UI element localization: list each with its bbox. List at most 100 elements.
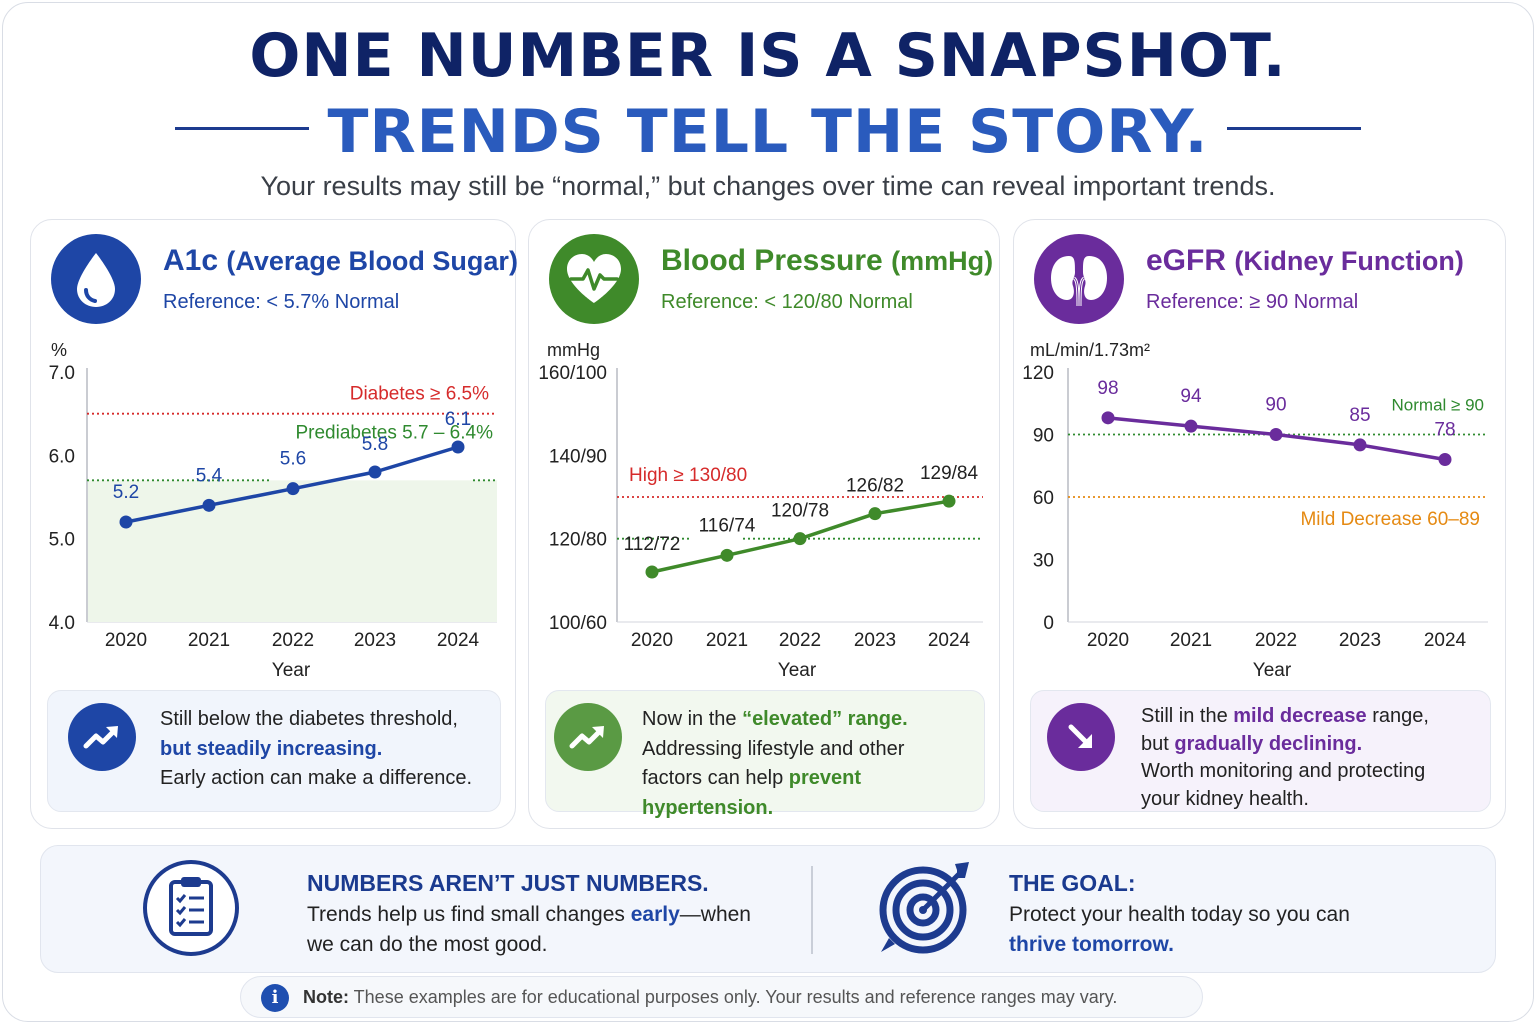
kidneys-icon — [1034, 234, 1124, 324]
data-label: 90 — [1265, 395, 1286, 416]
data-label: 120/78 — [771, 501, 829, 522]
egfr-note-text: Still in the mild decrease range, but gr… — [1141, 705, 1429, 810]
data-label: 6.1 — [445, 409, 471, 430]
y-tick-label: 100/60 — [549, 613, 607, 634]
x-axis-label: Year — [272, 660, 311, 681]
data-label: 5.8 — [362, 434, 388, 455]
y-tick-label: 120/80 — [549, 530, 607, 551]
x-tick-label: 2020 — [631, 630, 673, 651]
footer-note: i Note: These examples are for education… — [240, 976, 1203, 1018]
bp-note: Now in the “elevated” range. Addressing … — [545, 690, 985, 819]
x-axis-label: Year — [778, 660, 817, 681]
x-tick-label: 2023 — [354, 630, 396, 651]
y-tick-label: 0 — [1043, 613, 1054, 634]
headline-line2: TRENDS TELL THE STORY. — [327, 97, 1209, 167]
data-label: 98 — [1097, 378, 1118, 399]
y-axis-label: mL/min/1.73m² — [1030, 340, 1150, 360]
threshold-label: Mild Decrease 60–89 — [1300, 509, 1480, 530]
y-tick-label: 160/100 — [538, 363, 607, 384]
x-tick-label: 2021 — [1170, 630, 1212, 651]
data-label: 85 — [1349, 405, 1370, 426]
bp-note-text: Now in the “elevated” range. Addressing … — [642, 708, 908, 819]
data-point — [720, 548, 734, 562]
y-tick-label: 7.0 — [49, 363, 75, 384]
a1c-reference: Reference: < 5.7% Normal — [163, 291, 400, 313]
y-tick-label: 30 — [1033, 551, 1054, 572]
x-tick-label: 2023 — [1339, 630, 1381, 651]
bottom-banner: NUMBERS AREN’T JUST NUMBERS. Trends help… — [40, 845, 1496, 973]
data-point — [1269, 428, 1283, 441]
x-tick-label: 2022 — [272, 630, 314, 651]
data-label: 129/84 — [920, 463, 979, 484]
data-point — [793, 532, 807, 546]
x-axis-label: Year — [1253, 660, 1292, 681]
data-label: 5.4 — [196, 465, 223, 486]
data-point — [1101, 411, 1115, 425]
a1c-note-text: Still below the diabetes threshold, but … — [160, 708, 473, 789]
bp-reference: Reference: < 120/80 Normal — [661, 291, 913, 313]
y-tick-label: 4.0 — [49, 613, 75, 634]
a1c-chart: % 4.0 5.0 6.0 7.0 Diabetes ≥ 6.5% Prediabetes … — [49, 340, 497, 681]
water-drop-icon — [51, 234, 141, 324]
heart-pulse-icon — [549, 234, 639, 324]
y-tick-label: 60 — [1033, 488, 1054, 509]
trend-up-icon — [68, 703, 136, 771]
y-axis-label: % — [51, 340, 67, 360]
trend-up-icon — [554, 703, 622, 771]
data-point — [1184, 419, 1198, 433]
blood-pressure-card: Blood Pressure (mmHg) Reference: < 120/8… — [528, 219, 1000, 829]
headline-line1: ONE NUMBER IS A SNAPSHOT. — [249, 21, 1287, 91]
y-tick-label: 6.0 — [49, 446, 75, 467]
egfr-note: Still in the mild decrease range, but gr… — [1030, 690, 1491, 812]
egfr-title: eGFR (Kidney Function) — [1146, 244, 1464, 277]
data-point — [645, 565, 659, 579]
y-tick-label: 5.0 — [49, 530, 75, 551]
data-point — [1353, 438, 1367, 452]
threshold-label: Prediabetes 5.7 – 6.4% — [295, 422, 493, 443]
data-label: 5.2 — [113, 482, 139, 503]
bottom-right-text: Protect your health today so you can thr… — [1009, 903, 1350, 956]
data-point — [119, 515, 133, 529]
target-arrow-icon — [879, 860, 979, 960]
egfr-card: eGFR (Kidney Function) Reference: ≥ 90 N… — [1013, 219, 1506, 829]
headline-rule-right — [1227, 127, 1361, 130]
y-tick-label: 90 — [1033, 426, 1054, 447]
data-label: 5.6 — [280, 449, 306, 470]
a1c-card: A1c (Average Blood Sugar) Reference: < 5… — [30, 219, 518, 829]
x-tick-label: 2022 — [1255, 630, 1297, 651]
data-label: 78 — [1434, 420, 1455, 441]
data-point — [942, 494, 956, 508]
x-tick-label: 2024 — [928, 630, 971, 651]
x-tick-label: 2021 — [706, 630, 748, 651]
subtitle: Your results may still be “normal,” but … — [260, 171, 1276, 201]
threshold-label: Diabetes ≥ 6.5% — [350, 384, 489, 405]
y-tick-label: 120 — [1022, 363, 1054, 384]
x-tick-label: 2022 — [779, 630, 821, 651]
threshold-label: Normal ≥ 90 — [1392, 396, 1484, 415]
x-tick-label: 2023 — [854, 630, 896, 651]
bottom-left-text: Trends help us find small changes early—… — [307, 903, 751, 956]
bottom-right-heading: THE GOAL: — [1009, 870, 1136, 896]
data-point — [1438, 453, 1452, 466]
headline-rule-left — [175, 127, 309, 130]
x-tick-label: 2021 — [188, 630, 230, 651]
a1c-title: A1c (Average Blood Sugar) — [163, 244, 518, 277]
data-label: 116/74 — [699, 515, 756, 536]
data-point — [202, 498, 216, 512]
footer-text: Note: These examples are for educational… — [303, 987, 1118, 1007]
bottom-divider — [811, 866, 813, 954]
data-point — [286, 482, 300, 496]
trend-down-icon — [1047, 703, 1115, 771]
bp-title: Blood Pressure (mmHg) — [661, 244, 994, 277]
clipboard-checklist-icon — [141, 858, 241, 962]
data-point — [868, 507, 882, 521]
data-point — [451, 440, 465, 454]
data-point — [368, 465, 382, 479]
data-label: 126/82 — [846, 476, 904, 497]
x-tick-label: 2024 — [1424, 630, 1467, 651]
y-axis-label: mmHg — [547, 340, 600, 360]
a1c-note: Still below the diabetes threshold, but … — [47, 690, 501, 812]
egfr-chart: mL/min/1.73m² 0 30 60 90 120 Normal ≥ 90 Mild D… — [1022, 340, 1488, 681]
x-tick-label: 2024 — [437, 630, 480, 651]
info-icon: i — [261, 984, 289, 1012]
